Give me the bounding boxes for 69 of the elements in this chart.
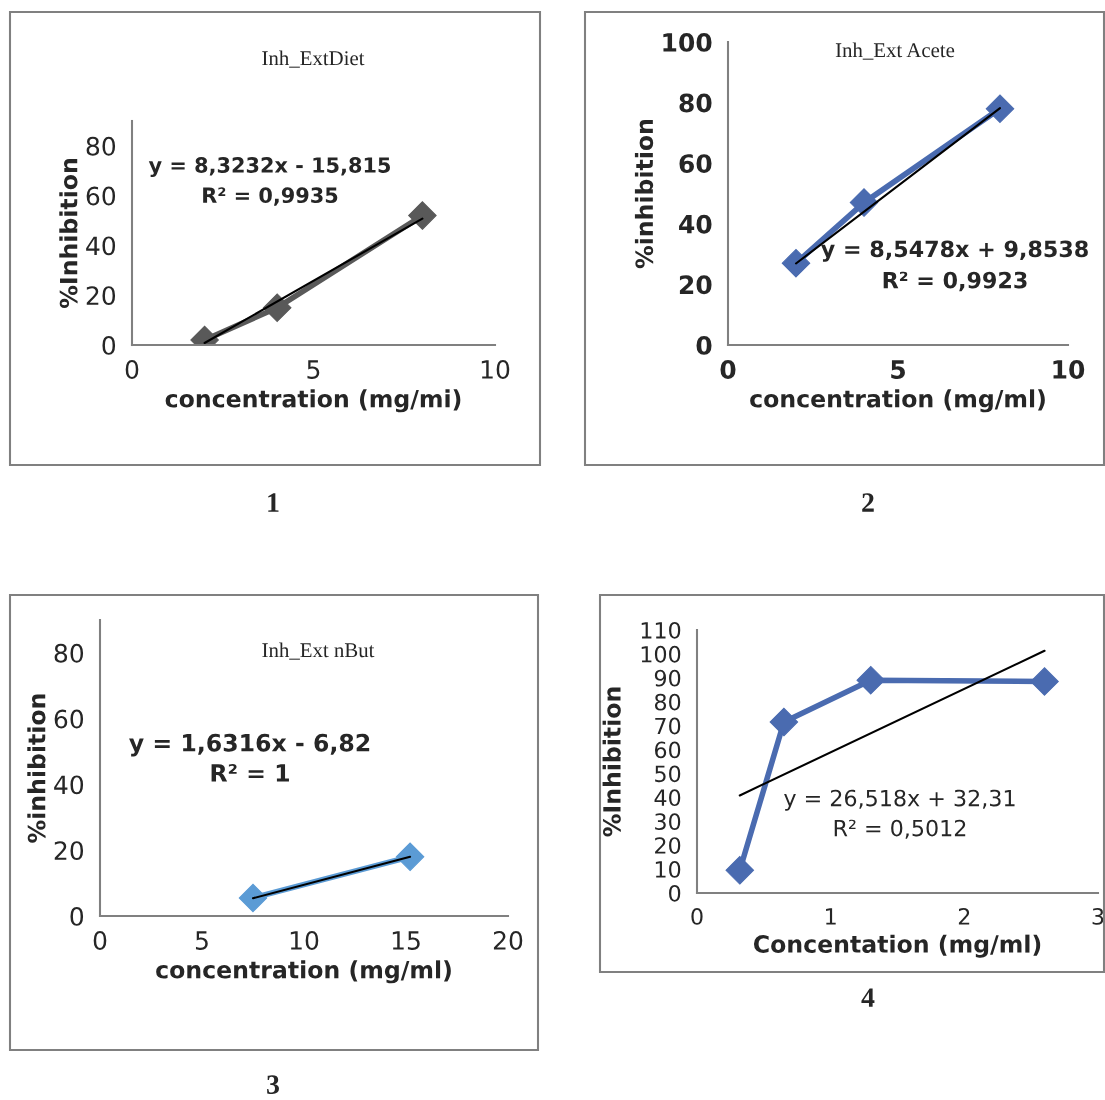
y-axis-title: %inhibition <box>634 119 654 269</box>
text: Inh_Ext nBut <box>262 642 375 660</box>
y-tick-label: 60 <box>54 709 84 729</box>
point <box>769 707 799 737</box>
y-tick-label: 40 <box>654 789 681 807</box>
y-tick-label: 80 <box>654 693 681 711</box>
x-tick-label: 2 <box>958 907 970 925</box>
y-tick-label: 30 <box>655 813 681 831</box>
chart-title: Inh_ExtDiet <box>262 50 365 68</box>
y-tick-label: 40 <box>679 214 712 234</box>
y-tick-label: 20 <box>86 286 116 306</box>
y-tick-label: 80 <box>679 93 712 113</box>
annotation: R² = 0,5012 <box>834 819 966 839</box>
text: 4 <box>861 988 875 1007</box>
y-tick-label: 70 <box>655 717 681 735</box>
point <box>781 248 811 278</box>
x-tick-label: 15 <box>392 931 420 950</box>
y-tick-label: 40 <box>54 775 84 795</box>
annotation: y = 8,3232x - 15,815 <box>148 157 391 178</box>
y-axis-title: %Inhibition <box>602 687 621 837</box>
y-tick-label: 20 <box>679 275 712 295</box>
annotation: y = 26,518x + 32,31 <box>784 789 1015 811</box>
y-tick-label: 40 <box>86 236 116 256</box>
annotation: R² = 1 <box>211 763 289 782</box>
x-tick-label: 0 <box>125 360 139 379</box>
y-tick-label: 60 <box>655 741 681 759</box>
y-tick-label: 20 <box>54 841 84 861</box>
y-tick-label: 110 <box>641 621 681 639</box>
x-axis-title: concentration (mg/mi) <box>165 389 461 413</box>
y-tick-label: 0 <box>696 335 712 355</box>
point <box>985 94 1015 123</box>
y-tick-label: 60 <box>86 186 116 206</box>
y-tick-label: 50 <box>655 765 681 783</box>
x-axis-title: Concentation (mg/ml) <box>753 934 1041 958</box>
y-tick-label: 0 <box>102 335 116 355</box>
annotation: R² = 0,9923 <box>883 271 1027 292</box>
x-tick-label: 5 <box>195 931 208 950</box>
x-tick-label: 1 <box>826 908 836 925</box>
x-tick-label: 5 <box>891 360 905 379</box>
y-tick-label: 60 <box>679 154 712 174</box>
text: 2 <box>862 493 874 512</box>
x-tick-label: 20 <box>493 931 523 950</box>
x-tick-label: 10 <box>290 931 319 950</box>
y-tick-label: 100 <box>663 32 712 52</box>
x-axis-title: concentration (mg/ml) <box>750 389 1045 413</box>
point <box>725 856 755 885</box>
y-tick-label: 100 <box>641 645 681 663</box>
chart-title: Inh_Ext Acete <box>835 42 955 60</box>
y-tick-label: 80 <box>86 136 116 156</box>
x-tick-label: 0 <box>720 360 736 379</box>
y-tick-label: 0 <box>669 884 681 902</box>
x-tick-label: 3 <box>1092 907 1104 925</box>
y-tick-label: 20 <box>655 837 681 854</box>
y-axis-title: %Inhibition <box>59 159 78 309</box>
x-tick-label: 10 <box>481 360 510 379</box>
point <box>856 665 886 695</box>
x-axis-title: concentration (mg/ml) <box>156 960 451 984</box>
x-tick-label: 5 <box>307 360 320 379</box>
annotation: y = 8,5478x + 9,8538 <box>821 240 1088 262</box>
y-tick-label: 80 <box>54 643 84 663</box>
y-axis-title: %inhibition <box>27 694 46 843</box>
text: 1 <box>268 493 279 512</box>
point <box>1030 667 1059 696</box>
annotation: R² = 0,9935 <box>203 187 338 206</box>
annotation: y = 1,6316x - 6,82 <box>129 733 370 757</box>
text: 3 <box>267 1075 279 1094</box>
x-tick-label: 10 <box>1053 360 1085 379</box>
y-tick-label: 90 <box>654 669 681 687</box>
y-tick-label: 10 <box>655 861 681 878</box>
